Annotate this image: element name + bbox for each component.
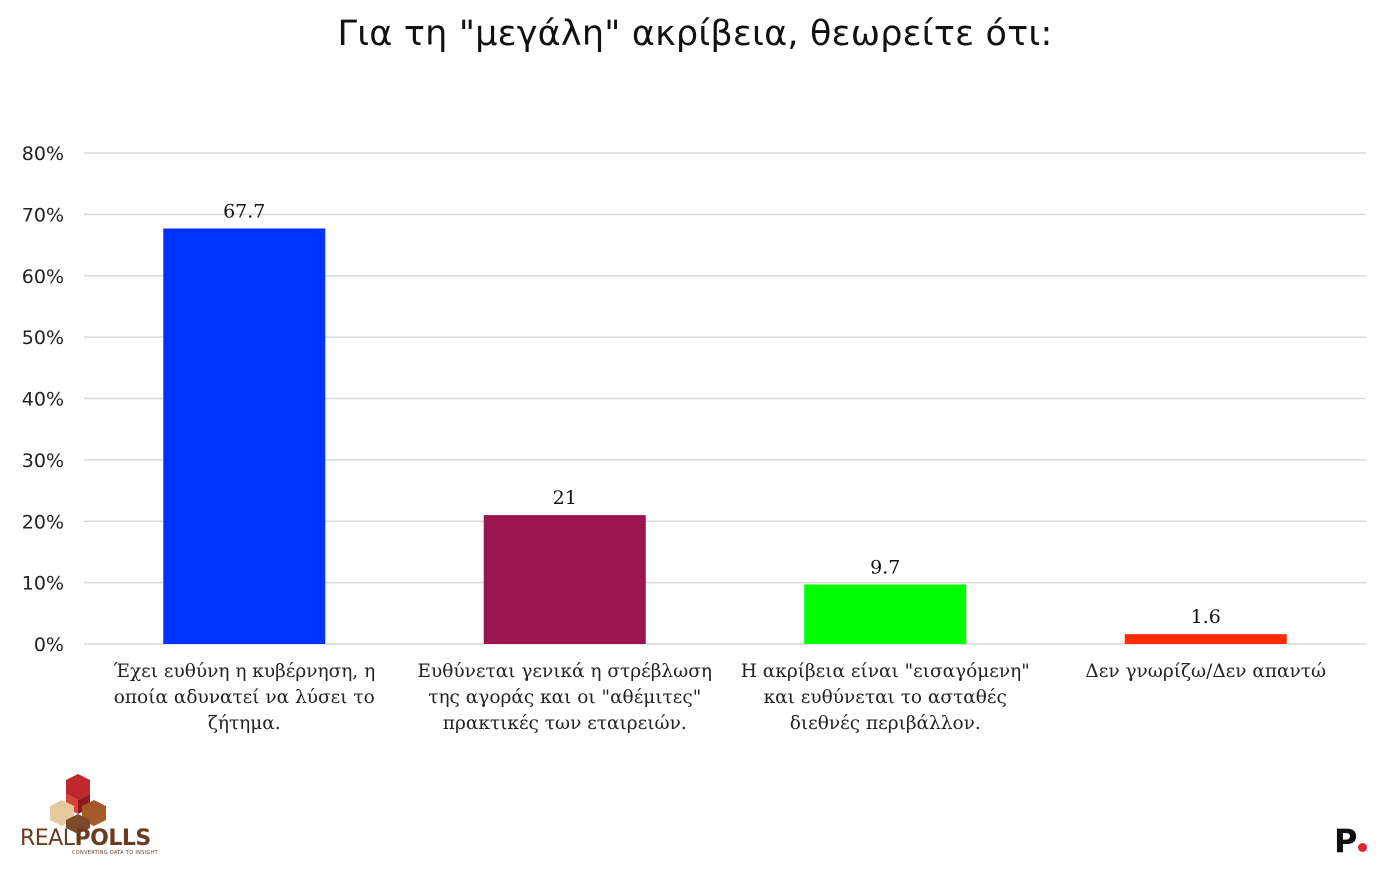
realpolls-wordmark: REALPOLLS: [20, 826, 151, 851]
y-tick-label: 60%: [22, 266, 64, 288]
y-tick-label: 40%: [22, 389, 64, 411]
publisher-logo: P: [1334, 822, 1368, 860]
data-labels: 67.7 21 9.7 1.6: [223, 200, 1221, 628]
chart-title: Για τη "μεγάλη" ακρίβεια, θεωρείτε ότι:: [337, 14, 1053, 54]
bar: [483, 515, 646, 644]
bar: [1124, 634, 1287, 644]
data-label: 67.7: [223, 200, 265, 222]
x-category-label: Έχει ευθύνη η κυβέρνηση, η οποία αδυνατε…: [113, 661, 376, 734]
y-tick-label: 30%: [22, 450, 64, 472]
data-label: 21: [553, 487, 577, 509]
x-category-label: Δεν γνωρίζω/Δεν απαντώ: [1085, 661, 1327, 682]
y-tick-label: 80%: [22, 143, 64, 165]
logo-dot-icon: [1358, 843, 1368, 852]
realpolls-logo-icon: [50, 774, 106, 834]
bars: [163, 228, 1287, 644]
realpolls-tagline: CONVERTING DATA TO INSIGHT: [72, 850, 158, 856]
y-tick-label: 70%: [22, 204, 64, 226]
y-tick-label: 10%: [22, 573, 64, 595]
bar: [804, 584, 967, 644]
data-label: 9.7: [870, 556, 900, 578]
x-category-label: Ευθύνεται γενικά η στρέβλωση της αγοράς …: [417, 661, 712, 734]
y-axis-ticks: 0% 10% 20% 30% 40% 50% 60% 70% 80%: [22, 143, 64, 656]
y-tick-label: 0%: [34, 634, 64, 656]
data-label: 1.6: [1191, 606, 1221, 628]
x-category-label: Η ακρίβεια είναι "εισαγόμενη" και ευθύνε…: [740, 661, 1030, 734]
bar: [163, 228, 326, 644]
y-tick-label: 20%: [22, 511, 64, 533]
y-tick-label: 50%: [22, 327, 64, 349]
